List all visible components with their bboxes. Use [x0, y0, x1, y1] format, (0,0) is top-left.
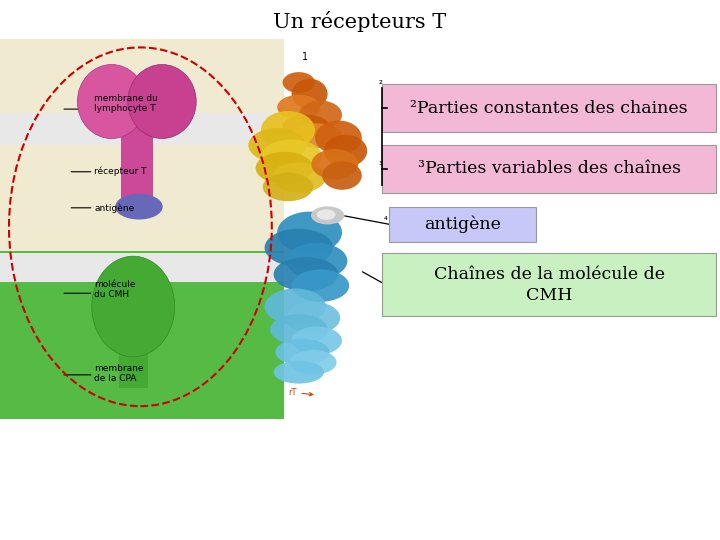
- Ellipse shape: [277, 212, 342, 253]
- Ellipse shape: [292, 269, 349, 302]
- Ellipse shape: [261, 111, 315, 149]
- Ellipse shape: [91, 256, 174, 357]
- Text: ³: ³: [379, 161, 383, 171]
- FancyBboxPatch shape: [0, 39, 284, 419]
- Ellipse shape: [270, 314, 328, 345]
- Text: membrane du
lymphocyte T: membrane du lymphocyte T: [94, 94, 158, 113]
- FancyBboxPatch shape: [0, 253, 284, 282]
- Ellipse shape: [324, 135, 367, 167]
- Ellipse shape: [265, 288, 325, 325]
- Circle shape: [116, 194, 162, 219]
- Text: Chaînes de la molécule de
CMH: Chaînes de la molécule de CMH: [433, 266, 665, 303]
- Text: C’est au niveau des  parties variables du récepteur
T que se fait la reconnaissa: C’est au niveau des parties variables du…: [44, 433, 676, 521]
- Text: récepteur T: récepteur T: [94, 167, 147, 177]
- Circle shape: [312, 207, 343, 224]
- Ellipse shape: [261, 139, 323, 174]
- FancyBboxPatch shape: [121, 99, 153, 198]
- FancyBboxPatch shape: [382, 145, 716, 193]
- Ellipse shape: [272, 162, 325, 193]
- Text: Un récepteurs T: Un récepteurs T: [274, 11, 446, 32]
- Ellipse shape: [292, 327, 342, 355]
- Ellipse shape: [299, 100, 342, 129]
- Text: antigène: antigène: [424, 216, 501, 233]
- Ellipse shape: [275, 339, 329, 366]
- Ellipse shape: [323, 161, 362, 190]
- Ellipse shape: [128, 64, 196, 139]
- FancyBboxPatch shape: [0, 252, 284, 418]
- Ellipse shape: [283, 72, 315, 93]
- FancyBboxPatch shape: [382, 84, 716, 132]
- Text: 1: 1: [302, 52, 309, 62]
- Text: ²Parties constantes des chaines: ²Parties constantes des chaines: [410, 100, 688, 117]
- Ellipse shape: [289, 350, 336, 375]
- Text: rT: rT: [288, 388, 312, 397]
- Ellipse shape: [265, 229, 333, 267]
- FancyBboxPatch shape: [389, 207, 536, 242]
- Ellipse shape: [274, 361, 324, 383]
- Ellipse shape: [283, 115, 329, 138]
- Circle shape: [318, 210, 335, 219]
- Ellipse shape: [263, 173, 313, 201]
- Ellipse shape: [292, 123, 342, 148]
- Ellipse shape: [315, 120, 361, 154]
- Text: ⁴: ⁴: [384, 216, 387, 226]
- Ellipse shape: [287, 302, 340, 334]
- Text: molécule
du CMH: molécule du CMH: [94, 280, 136, 299]
- Ellipse shape: [292, 79, 328, 109]
- Ellipse shape: [248, 128, 306, 162]
- Ellipse shape: [78, 64, 145, 139]
- Ellipse shape: [312, 149, 359, 179]
- Text: ³Parties variables des chaînes: ³Parties variables des chaînes: [418, 160, 680, 178]
- FancyBboxPatch shape: [382, 253, 716, 316]
- Ellipse shape: [274, 257, 338, 291]
- Text: ²: ²: [379, 80, 382, 90]
- Ellipse shape: [287, 243, 348, 279]
- Text: antigène: antigène: [94, 203, 135, 213]
- Ellipse shape: [256, 152, 313, 184]
- Text: membrane
de la CPA: membrane de la CPA: [94, 364, 144, 383]
- FancyBboxPatch shape: [0, 113, 284, 145]
- Ellipse shape: [277, 95, 320, 119]
- FancyBboxPatch shape: [119, 305, 148, 388]
